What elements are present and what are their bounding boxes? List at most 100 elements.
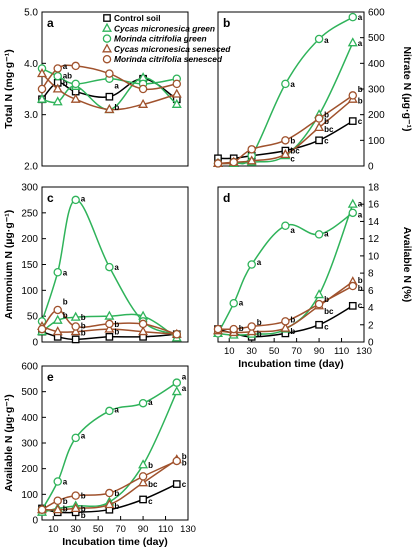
y-tick-label-e: 300 (21, 439, 38, 450)
y-tick-label-a: 5.0 (24, 8, 38, 19)
data-point-morinda_green-d (348, 208, 358, 218)
data-point-cycas_green-d (314, 289, 325, 299)
data-point-morinda_senesced-d (229, 324, 238, 334)
data-point-cycas_green-e (138, 459, 149, 469)
y-tick-label-d: 10 (368, 251, 380, 262)
data-point-morinda_senesced-d (281, 317, 290, 326)
significance-letter-c: a (63, 268, 68, 277)
data-point-morinda_senesced-a (172, 79, 182, 89)
data-point-cycas_green-a (171, 98, 182, 108)
legend-label-3: Cycas micronesica senesced (114, 44, 231, 54)
data-point-cycas_senesced-e (138, 477, 149, 487)
data-point-morinda_senesced-d (348, 281, 358, 291)
data-point-cycas_senesced-c (52, 326, 63, 336)
data-point-cycas_senesced-d (246, 326, 257, 336)
significance-letter-d: b (290, 316, 295, 325)
data-point-morinda_senesced-c (105, 319, 114, 329)
data-point-morinda_senesced-e (71, 491, 80, 500)
data-point-cycas_senesced-b (246, 155, 257, 165)
data-point-cycas_senesced-c (70, 326, 81, 336)
significance-letter-c: b (114, 328, 119, 337)
data-point-control-d (315, 320, 323, 329)
data-point-morinda_green-c (71, 195, 80, 205)
y-tick-label-c: 50 (27, 312, 39, 323)
legend-marker-0 (103, 14, 111, 22)
significance-letter-e: bc (148, 480, 158, 489)
significance-letter-e: a (63, 478, 68, 487)
data-point-morinda_senesced-e (138, 472, 148, 481)
data-point-morinda_green-d (281, 221, 290, 230)
data-point-morinda_senesced-b (229, 157, 238, 167)
significance-letter-a: b (114, 103, 119, 112)
significance-letter-b: b (290, 136, 295, 145)
data-point-morinda_green-c (105, 262, 114, 272)
data-point-cycas_green-a (37, 93, 47, 103)
data-point-morinda_green-b (348, 12, 358, 22)
significance-letter-c: b (63, 311, 68, 320)
data-point-morinda_senesced-b (247, 145, 256, 154)
significance-letter-d: a (239, 298, 244, 307)
legend-label-4: Morinda citrifolia senesced (114, 54, 223, 64)
y-tick-label-b: 200 (368, 110, 385, 121)
significance-letter-e: b (182, 458, 187, 467)
significance-letter-b: bc (290, 147, 300, 156)
significance-letter-e: b (81, 504, 86, 513)
legend-marker-3 (102, 43, 112, 53)
panel-label-a: a (47, 16, 54, 30)
data-point-control-e (172, 480, 181, 488)
data-point-morinda_senesced-d (314, 299, 324, 309)
significance-letter-e: a (81, 431, 86, 440)
significance-letter-e: c (182, 480, 187, 489)
significance-letter-a: b (63, 79, 68, 88)
y-tick-label-b: 600 (368, 8, 385, 19)
significance-letter-d: b (257, 318, 262, 327)
significance-letter-e: b (63, 504, 68, 513)
significance-letter-b: b (358, 97, 363, 106)
data-point-morinda_green-e (71, 433, 80, 443)
y-tick-label-c: 300 (21, 183, 38, 194)
data-point-morinda_senesced-e (172, 456, 182, 466)
legend-marker-4 (102, 54, 112, 64)
x-tick-label-e: 10 (48, 524, 59, 535)
y-axis-label-d: Available N (%) (401, 227, 413, 302)
significance-letter-d: a (358, 199, 363, 208)
x-tick-label-d: 10 (224, 346, 235, 357)
data-point-cycas_senesced-b (314, 121, 325, 132)
significance-letter-d: a (358, 211, 363, 220)
y-axis-label-e: Available N (µg·g⁻¹) (3, 394, 15, 492)
data-point-morinda_green-a (53, 71, 62, 81)
x-axis-label-e: Incubation time (day) (62, 536, 168, 548)
significance-letter-e: b (81, 492, 86, 501)
y-tick-label-d: 0 (368, 338, 374, 349)
y-tick-label-d: 14 (368, 217, 380, 228)
data-point-morinda_green-b (314, 34, 324, 44)
data-point-morinda_senesced-d (213, 324, 223, 334)
y-tick-label-e: 0 (32, 516, 38, 527)
data-point-morinda_senesced-b (314, 114, 324, 123)
legend-label-1: Cycas micronesica green (114, 23, 215, 33)
data-point-morinda_green-d (229, 298, 238, 308)
data-point-morinda_senesced-b (281, 136, 290, 145)
plot-frame-d (217, 186, 365, 343)
data-point-cycas_senesced-e (52, 504, 63, 514)
data-point-control-c (105, 332, 114, 341)
y-tick-label-b: 300 (368, 85, 385, 96)
data-point-cycas_senesced-a (138, 98, 149, 108)
significance-letter-e: b (182, 452, 187, 461)
significance-letter-d: b (358, 284, 363, 293)
data-point-cycas_senesced-a (70, 93, 81, 103)
x-tick-label-e: 50 (93, 524, 104, 535)
data-point-cycas_senesced-a (52, 83, 63, 93)
data-point-cycas_green-e (171, 386, 182, 396)
y-tick-label-a: 3.0 (24, 110, 38, 121)
significance-letter-e: a (148, 398, 153, 407)
y-tick-label-a: 4.0 (24, 59, 38, 70)
data-point-cycas_green-b (347, 37, 358, 47)
y-tick-label-a: 2.0 (24, 162, 38, 173)
y-tick-label-d: 4 (368, 303, 374, 314)
significance-letter-c: a (81, 194, 86, 203)
y-axis-label-b: Nitrate N (µg·g⁻¹) (401, 46, 413, 131)
data-point-control-e (139, 495, 147, 504)
data-point-morinda_senesced-a (37, 84, 47, 94)
significance-letter-d: a (257, 258, 262, 267)
